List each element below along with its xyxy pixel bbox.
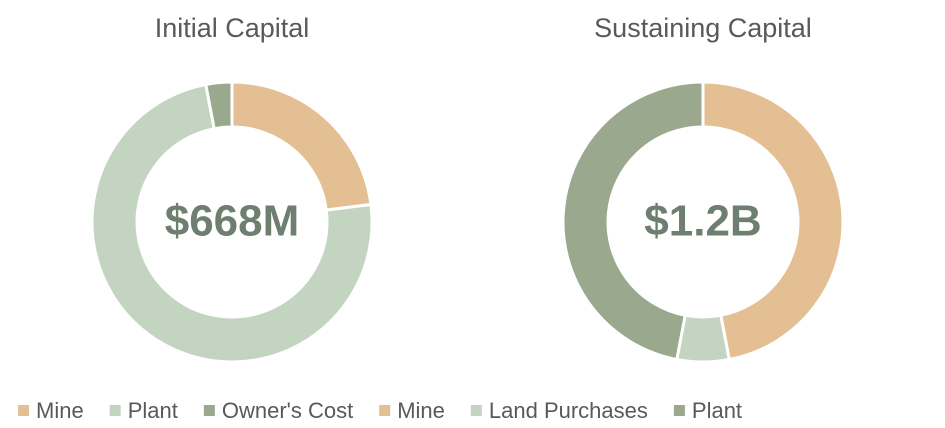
donut-segment — [90, 82, 374, 364]
legend-swatch — [203, 405, 215, 416]
legend-label: Plant — [692, 398, 742, 423]
legend-swatch — [379, 405, 391, 416]
chart-title: Sustaining Capital — [594, 13, 812, 43]
chart-title: Initial Capital — [155, 13, 310, 43]
center-label: $1.2B — [644, 197, 761, 246]
legend-swatch — [109, 405, 121, 416]
legend-label: Mine — [397, 398, 445, 423]
legend-label: Mine — [36, 398, 84, 423]
donut-segment — [204, 80, 234, 131]
donut-segment — [701, 80, 845, 362]
legend-label: Land Purchases — [489, 398, 648, 423]
donut-segment — [230, 80, 373, 212]
legend-label: Plant — [128, 398, 178, 423]
legend-swatch — [673, 405, 685, 416]
center-label: $668M — [165, 197, 300, 246]
legend-label: Owner's Cost — [222, 398, 353, 423]
legend-swatch — [470, 405, 482, 416]
donut-segment — [561, 80, 705, 362]
legend-swatch — [18, 405, 29, 416]
